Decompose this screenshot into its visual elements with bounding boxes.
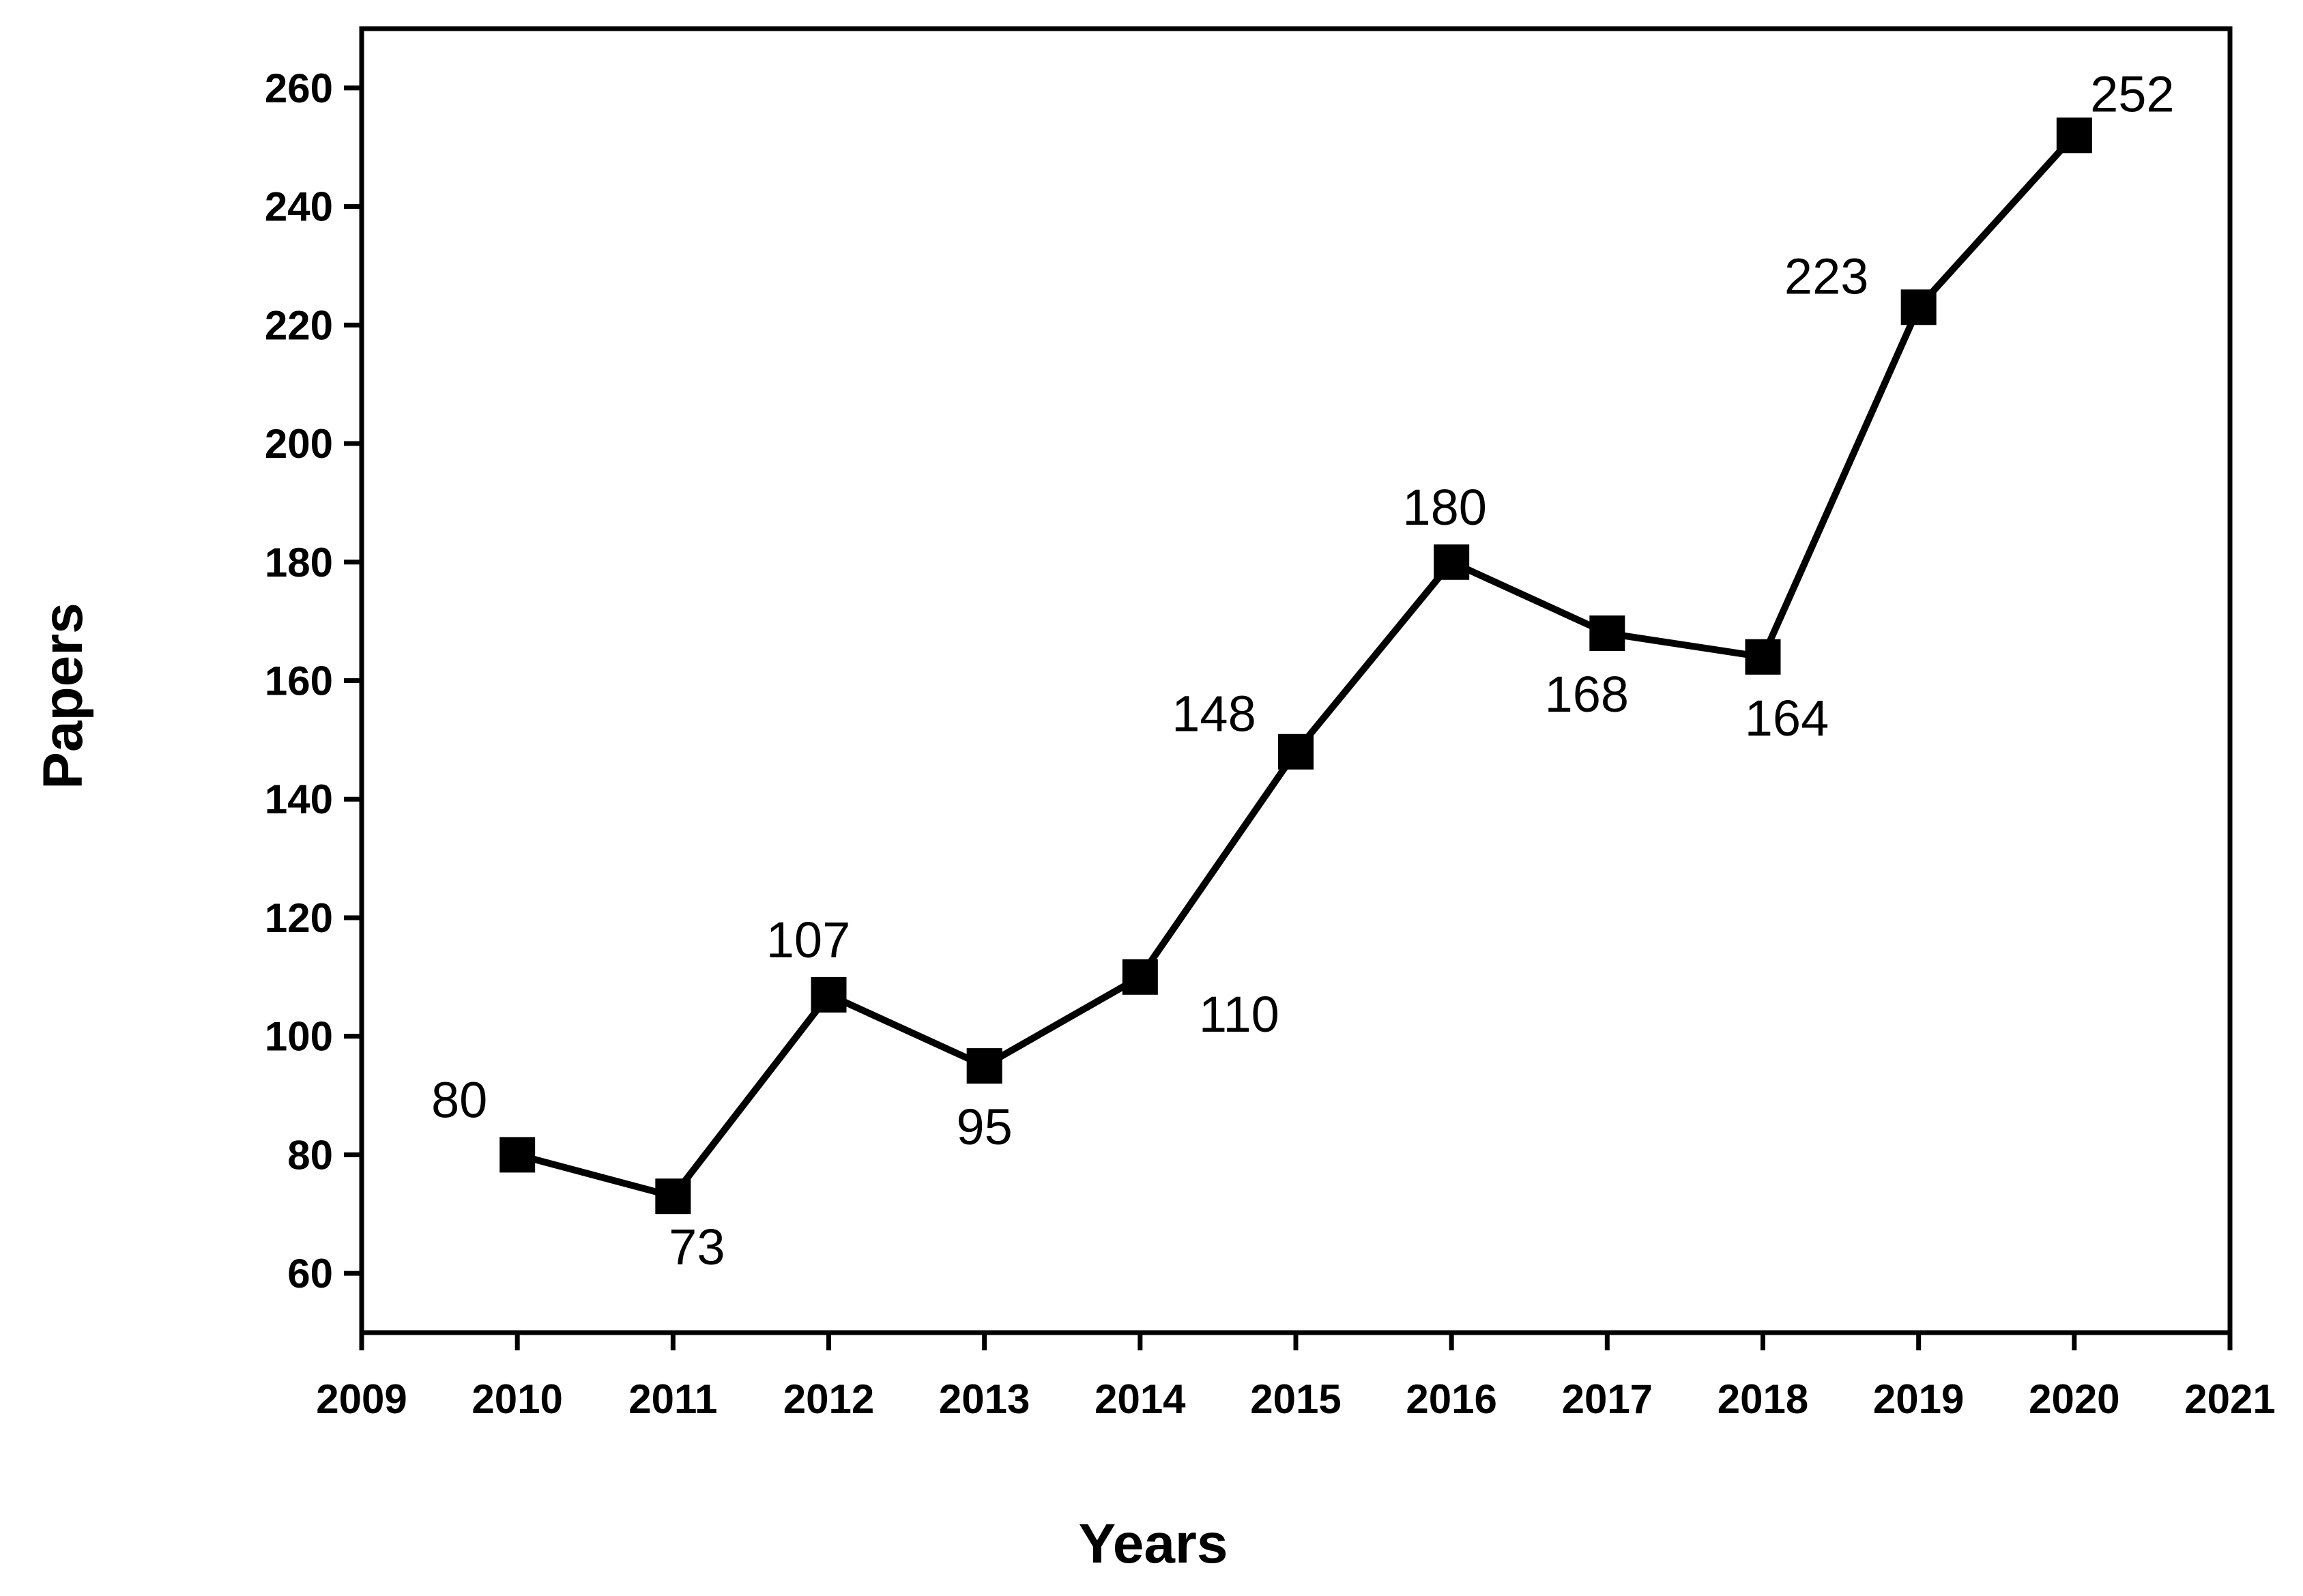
- data-label: 80: [431, 1071, 487, 1128]
- x-tick-label: 2020: [2029, 1376, 2119, 1422]
- data-point-marker: [1745, 639, 1781, 675]
- y-axis: 60 80 100 120 140 160 180 200 220 240 260: [265, 66, 362, 1296]
- data-label: 148: [1172, 686, 1256, 742]
- data-point-marker: [2056, 117, 2092, 154]
- data-point-marker: [811, 976, 847, 1013]
- data-label: 168: [1545, 666, 1629, 723]
- data-point-marker: [1589, 615, 1625, 652]
- data-label: 223: [1784, 248, 1868, 304]
- x-tick-label: 2010: [472, 1376, 562, 1422]
- data-point-marker: [1900, 289, 1937, 325]
- data-label: 164: [1745, 690, 1829, 746]
- y-tick-label: 180: [265, 540, 333, 585]
- y-tick-label: 220: [265, 302, 333, 348]
- data-label: 110: [1199, 986, 1279, 1043]
- y-tick-label: 140: [265, 777, 333, 822]
- data-point-marker: [1122, 959, 1158, 995]
- x-axis: 2009 2010 2011 2012 2013 2014 2015 2016 2017 2018…: [316, 1333, 2276, 1422]
- x-tick-label: 2017: [1562, 1376, 1653, 1422]
- x-tick-label: 2011: [628, 1376, 717, 1422]
- y-axis-title: Papers: [32, 603, 94, 789]
- x-tick-label: 2016: [1406, 1376, 1496, 1422]
- data-labels: 80 73 107 95 110 148 180 168 164 223 252: [431, 66, 2175, 1275]
- y-tick-label: 60: [287, 1251, 333, 1296]
- x-tick-label: 2018: [1718, 1376, 1808, 1422]
- y-tick-label: 260: [265, 66, 333, 111]
- data-point-marker: [499, 1137, 536, 1173]
- x-tick-label: 2019: [1873, 1376, 1964, 1422]
- data-point-marker: [1278, 734, 1314, 770]
- data-label: 252: [2090, 66, 2174, 122]
- data-label: 180: [1402, 479, 1486, 536]
- x-tick-label: 2009: [316, 1376, 407, 1422]
- x-axis-title: Years: [1079, 1513, 1228, 1575]
- y-tick-label: 100: [265, 1014, 333, 1060]
- x-tick-label: 2014: [1095, 1376, 1186, 1422]
- x-tick-label: 2013: [939, 1376, 1030, 1422]
- x-tick-label: 2012: [783, 1376, 874, 1422]
- y-tick-label: 200: [265, 421, 333, 467]
- x-tick-label: 2015: [1250, 1376, 1341, 1422]
- y-tick-label: 120: [265, 895, 333, 941]
- data-label: 107: [766, 912, 850, 968]
- data-point-marker: [1434, 544, 1470, 580]
- y-tick-label: 240: [265, 184, 333, 230]
- data-point-marker: [655, 1178, 691, 1215]
- y-tick-label: 160: [265, 658, 333, 704]
- x-tick-label: 2021: [2184, 1376, 2275, 1422]
- data-point-marker: [966, 1048, 1002, 1084]
- y-tick-label: 80: [287, 1132, 333, 1178]
- data-label: 95: [957, 1099, 1013, 1155]
- data-series: [499, 117, 2092, 1215]
- data-label: 73: [669, 1219, 725, 1275]
